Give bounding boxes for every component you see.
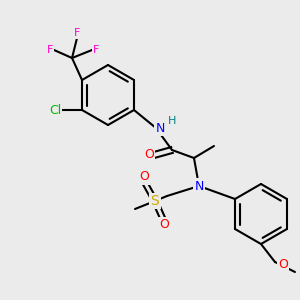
Text: N: N	[194, 179, 204, 193]
Text: O: O	[278, 259, 288, 272]
Text: S: S	[151, 194, 159, 208]
Text: F: F	[93, 45, 99, 55]
Text: H: H	[168, 116, 176, 126]
Text: N: N	[155, 122, 165, 134]
Text: F: F	[47, 45, 53, 55]
Text: F: F	[74, 28, 80, 38]
Text: Cl: Cl	[49, 103, 61, 116]
Text: O: O	[144, 148, 154, 161]
Text: O: O	[159, 218, 169, 232]
Text: O: O	[139, 170, 149, 184]
